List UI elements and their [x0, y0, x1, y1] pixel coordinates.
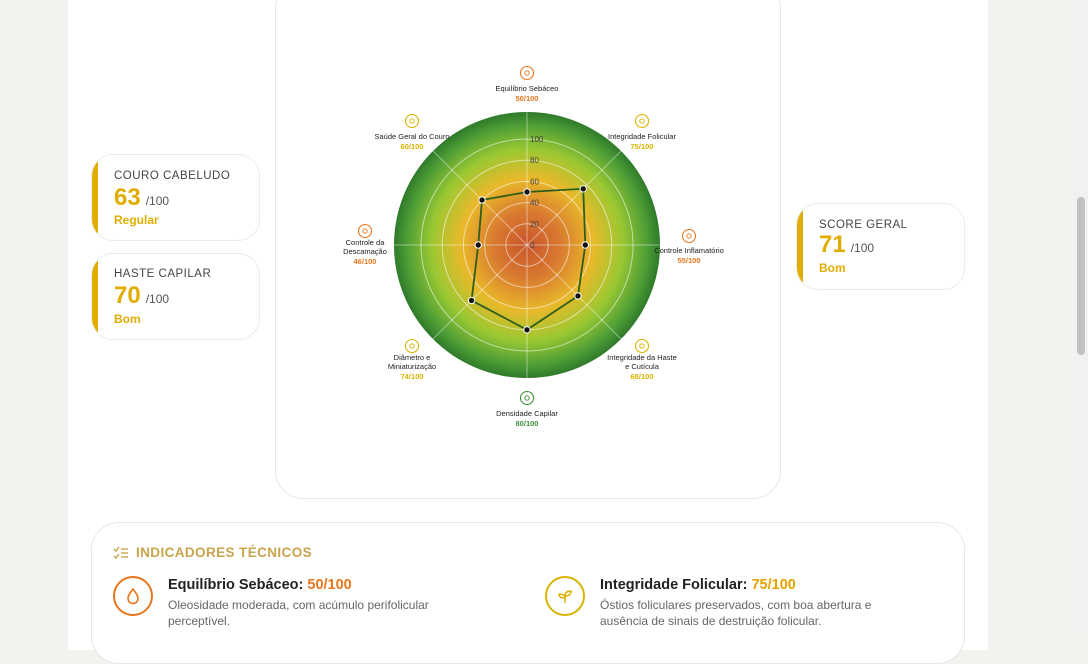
indicators-title: INDICADORES TÉCNICOS: [136, 545, 313, 560]
radar-axis-label: Controle Inflamatório: [654, 246, 724, 255]
radar-spoke: [526, 150, 622, 246]
card-score: 71/100: [819, 231, 875, 258]
radar-axis-score: 46/100: [354, 257, 377, 266]
radar-axis-score: 80/100: [516, 419, 539, 428]
radar-tick-label: 40: [530, 199, 539, 208]
scalp-icon: [404, 113, 420, 129]
diameter-icon: [404, 338, 420, 354]
card-label: SCORE GERAL: [819, 219, 908, 231]
density-icon: [519, 390, 535, 406]
radar-background: [394, 112, 660, 378]
radar-axis-label: Integridade da Haste e Cutícula: [607, 353, 677, 371]
shield-icon-glyph: [639, 343, 645, 349]
flame-icon: [681, 228, 697, 244]
radar-spoke: [526, 244, 622, 340]
radar-data-point: [523, 326, 531, 334]
shield-icon: [634, 338, 650, 354]
sprout-icon-glyph: [639, 118, 645, 124]
card-score: 70/100: [114, 282, 170, 309]
radar-axis-label: Controle da Descamação: [343, 238, 387, 256]
technical-indicators-card: [91, 522, 965, 664]
density-icon-glyph: [524, 395, 530, 401]
radar-axis-score: 68/100: [631, 372, 654, 381]
radar-grid-ring: [462, 180, 592, 310]
checklist-icon: [113, 546, 128, 560]
indicator-heading: Integridade Folicular: 75/100: [600, 577, 796, 593]
card-status: Regular: [114, 213, 159, 227]
radar-tick-label: 80: [530, 156, 539, 165]
radar-data-point: [478, 196, 486, 204]
radar-grid-ring: [420, 138, 634, 352]
radar-axis-label: Equilíbrio Sebáceo: [496, 84, 559, 93]
sprout-icon: [634, 113, 650, 129]
scalp-icon-glyph: [409, 118, 415, 124]
sprout-icon: [545, 576, 585, 616]
card-status: Bom: [114, 312, 141, 326]
card-accent-bar: [92, 155, 98, 240]
radar-data-point: [574, 292, 582, 300]
radar-axis-score: 50/100: [516, 94, 539, 103]
radar-axis-score: 75/100: [631, 142, 654, 151]
radar-data-point: [523, 188, 531, 196]
card-status: Bom: [819, 261, 846, 275]
radar-tick-label: 0: [530, 241, 535, 250]
radar-data-point: [474, 241, 482, 249]
radar-data-point: [467, 296, 476, 305]
indicator-heading: Equilíbrio Sebáceo: 50/100: [168, 577, 352, 593]
radar-axis-label: Densidade Capilar: [496, 409, 558, 418]
radar-tick-label: 20: [530, 220, 539, 229]
hair-shaft-score-card: HASTE CAPILAR 70/100 Bom: [91, 253, 260, 340]
card-label: COURO CABELUDO: [114, 170, 231, 182]
scalp-score-card: COURO CABELUDO 63/100 Regular: [91, 154, 260, 241]
radar-axis-label: Integridade Folicular: [608, 132, 676, 141]
radar-tick-label: 100: [530, 135, 544, 144]
radar-axis-score: 60/100: [401, 142, 424, 151]
radar-grid-ring: [505, 223, 549, 267]
scrollbar[interactable]: [1074, 0, 1088, 633]
radar-grid-ring: [484, 202, 570, 288]
scroll-thumb[interactable]: [1077, 197, 1085, 355]
radar-axis-label: Diâmetro e Miniaturização: [388, 353, 436, 371]
radar-axis-score: 55/100: [678, 256, 701, 265]
radar-data-point: [581, 241, 589, 249]
overall-score-card: SCORE GERAL 71/100 Bom: [796, 203, 965, 290]
card-accent-bar: [92, 254, 98, 339]
card-label: HASTE CAPILAR: [114, 268, 212, 280]
flake-icon-glyph: [362, 228, 368, 234]
drop-icon: [519, 65, 535, 81]
card-score: 63/100: [114, 184, 170, 211]
drop-icon: [113, 576, 153, 616]
card-accent-bar: [797, 204, 803, 289]
indicator-description: Óstios foliculares preservados, com boa …: [600, 598, 872, 628]
radar-axis-score: 74/100: [401, 372, 424, 381]
radar-spoke: [432, 244, 528, 340]
indicator-description: Oleosidade moderada, com acúmulo perifol…: [168, 598, 429, 628]
radar-data-point: [579, 185, 587, 193]
radar-axis-label: Saúde Geral do Couro: [374, 132, 449, 141]
diameter-icon-glyph: [409, 343, 415, 349]
flake-icon: [357, 223, 373, 239]
flame-icon-glyph: [686, 233, 692, 239]
radar-tick-label: 60: [530, 177, 539, 186]
drop-icon-glyph: [524, 70, 530, 76]
